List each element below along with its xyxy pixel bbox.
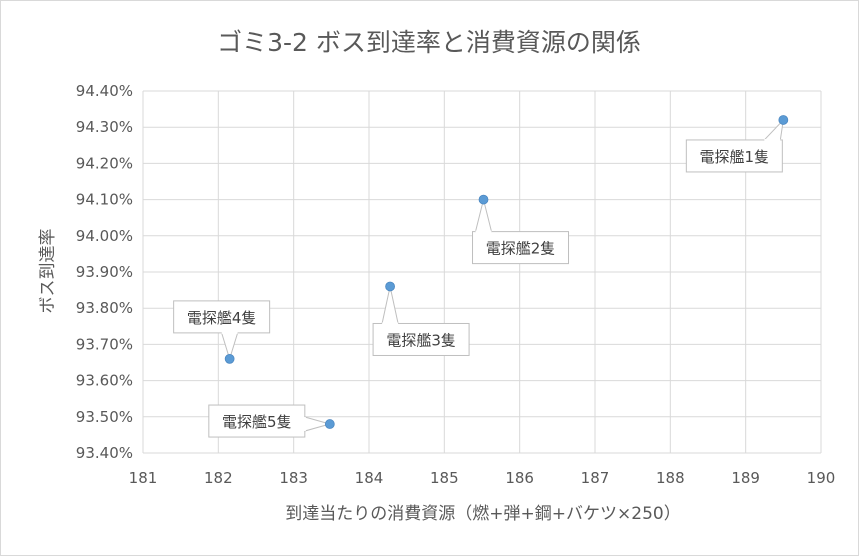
data-points (224, 115, 789, 429)
data-label-callout: 電探艦5隻 (208, 404, 332, 438)
x-tick-label: 183 (279, 469, 308, 487)
data-label-callout: 電探艦2隻 (472, 199, 570, 265)
x-tick-label: 187 (581, 469, 610, 487)
y-axis-title: ボス到達率 (38, 229, 58, 314)
data-label: 電探艦2隻 (486, 240, 556, 258)
data-label-callout: 電探艦3隻 (372, 286, 470, 356)
x-tick-label: 188 (656, 469, 685, 487)
x-tick-label: 181 (129, 469, 158, 487)
chart-title: ゴミ3-2 ボス到達率と消費資源の関係 (217, 28, 641, 57)
y-tick-label: 93.40% (76, 444, 133, 462)
data-label: 電探艦5隻 (222, 413, 292, 431)
callout-box (472, 231, 570, 265)
y-tick-label: 94.30% (76, 118, 133, 136)
data-point (478, 194, 489, 205)
y-tick-label: 93.50% (76, 408, 133, 426)
data-label: 電探艦4隻 (187, 309, 257, 327)
x-tick-label: 185 (430, 469, 459, 487)
x-tick-label: 189 (731, 469, 760, 487)
callout-box (372, 322, 470, 356)
y-tick-label: 94.20% (76, 154, 133, 172)
callout-pointer (381, 286, 399, 324)
callout-box (685, 139, 783, 173)
y-tick-label: 93.90% (76, 263, 133, 281)
x-tick-label: 184 (355, 469, 384, 487)
x-tick-label: 182 (204, 469, 233, 487)
x-axis-title: 到達当たりの消費資源（燃+弾+鋼+バケツ×250） (285, 504, 680, 524)
y-tick-label: 93.60% (76, 372, 133, 390)
data-label: 電探艦1隻 (700, 148, 770, 166)
y-axis-ticks: 93.40% 93.50% 93.60% 93.70% 93.80% 93.90% 94.0… (76, 82, 133, 462)
data-point (324, 419, 335, 429)
y-tick-label: 94.10% (76, 191, 133, 209)
data-point (385, 281, 395, 292)
x-axis-ticks: 181 182 183 184 185 186 187 188 189 190 (129, 469, 836, 487)
y-tick-label: 94.00% (76, 227, 133, 245)
y-tick-label: 93.70% (76, 335, 133, 353)
x-tick-label: 190 (807, 469, 836, 487)
data-label: 電探艦3隻 (386, 331, 456, 349)
callout-box (208, 404, 306, 438)
x-tick-label: 186 (505, 469, 534, 487)
gridlines (142, 90, 822, 454)
data-label-callout: 電探艦4隻 (173, 300, 271, 361)
data-label-callout: 電探艦1隻 (685, 118, 785, 173)
data-point (778, 115, 789, 125)
y-tick-label: 93.80% (76, 299, 133, 317)
y-tick-label: 94.40% (76, 82, 133, 100)
data-point (224, 354, 235, 364)
